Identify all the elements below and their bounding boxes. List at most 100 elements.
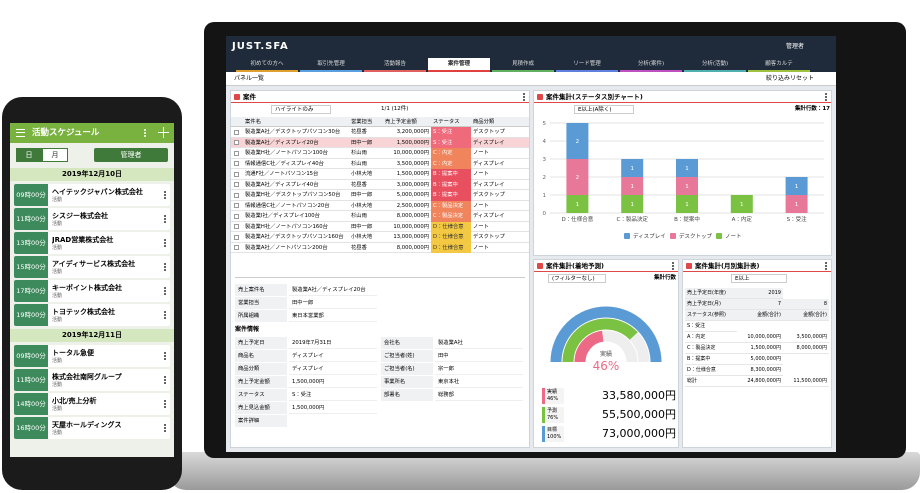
menu-button[interactable] bbox=[164, 314, 166, 316]
schedule-item[interactable]: 11時00分 株式会社南阿グループ 活動 bbox=[14, 369, 170, 391]
filter-reset-button[interactable]: 絞り込みリセット bbox=[766, 75, 815, 82]
table-cell: デスクトップ bbox=[473, 192, 505, 198]
bar-segment bbox=[566, 195, 589, 213]
table-cell: 流通F社／ノートパソコン15台 bbox=[245, 171, 319, 177]
panel-title: 案件集計(月別集計表) bbox=[695, 262, 760, 270]
table-cell: 杉山雨 bbox=[351, 213, 367, 219]
field-label: 売上予定金額 bbox=[235, 376, 287, 388]
field-label: 商品名 bbox=[235, 350, 287, 362]
nav-tab[interactable]: 初めての方へ bbox=[236, 58, 298, 72]
table-cell: 小林大地 bbox=[351, 234, 373, 240]
table-row[interactable]: 製造業A社／ディスプレイ40台 花昼香 3,000,000円 B：提案中 ディスプレイ bbox=[231, 179, 529, 190]
y-tick-label: 2 bbox=[543, 175, 547, 181]
nav-tab[interactable]: リード管理 bbox=[556, 58, 618, 72]
item-type: 活動 bbox=[52, 197, 63, 203]
menu-button[interactable] bbox=[164, 194, 166, 196]
table-row[interactable]: 情報通信C社／ノートパソコン20台 小林大地 2,500,000円 C：製品決定 ノート bbox=[231, 200, 529, 211]
nav-tab[interactable]: 分析(案件) bbox=[620, 58, 682, 72]
schedule-item[interactable]: 17時00分 キーポイント株式会社 活動 bbox=[14, 280, 170, 302]
y-tick-label: 0 bbox=[543, 211, 547, 217]
view-tab[interactable]: 月 bbox=[42, 148, 68, 162]
row-checkbox[interactable] bbox=[234, 203, 239, 208]
menu-button[interactable] bbox=[164, 290, 166, 292]
item-type: 活動 bbox=[52, 382, 63, 388]
row-checkbox[interactable] bbox=[234, 234, 239, 240]
schedule-item[interactable]: 16時00分 天屋ホールディングス 活動 bbox=[14, 417, 170, 439]
schedule-item[interactable]: 13時00分 JRAD営業株式会社 活動 bbox=[14, 232, 170, 254]
row-checkbox[interactable] bbox=[234, 150, 239, 156]
row-checkbox[interactable] bbox=[234, 161, 239, 166]
row-checkbox[interactable] bbox=[234, 171, 239, 177]
menu-button[interactable] bbox=[164, 242, 166, 244]
menu-button[interactable] bbox=[164, 355, 166, 357]
nav-tab[interactable]: 見積作成 bbox=[492, 58, 554, 72]
row-checkbox[interactable] bbox=[234, 213, 239, 219]
status-chart: 0 1 2 3 4 5 D：仕様合意 1 2 2 C：製品決定 1 1 1 B：提案中 1 1 1 A：内定 1 S：受… bbox=[543, 121, 824, 240]
row-checkbox[interactable] bbox=[234, 224, 239, 229]
table-row[interactable]: 製造業A社／ディスプレイ20台 田中一郎 1,500,000円 S：受注 ディスプレイ bbox=[231, 137, 529, 148]
menu-button[interactable] bbox=[164, 403, 166, 405]
highlight-filter[interactable]: ハイライトのみ bbox=[271, 105, 331, 114]
menu-button[interactable] bbox=[672, 265, 674, 267]
table-row[interactable]: 製造業H社／ノートパソコン160台 田中一郎 10,000,000円 D：仕様合意 ノー… bbox=[231, 221, 529, 232]
monthly-filter[interactable]: E以上 bbox=[731, 274, 787, 283]
item-time: 11時00分 bbox=[14, 369, 48, 391]
forecast-filter[interactable]: (フィルターなし) bbox=[548, 274, 606, 283]
table-row[interactable]: 流通F社／ノートパソコン15台 小林大地 1,500,000円 B：提案中 ノート bbox=[231, 169, 529, 180]
table-cell: 金額(合計) bbox=[783, 310, 829, 321]
table-cell: 2,500,000円 bbox=[396, 202, 429, 209]
app-header: JUST.SFA 管理者 初めての方へ 取引先管理 活動報告 案件管理 見積作成 リード管理分… bbox=[226, 36, 836, 72]
nav-tab[interactable]: 案件管理 bbox=[428, 58, 490, 72]
hamburger-button[interactable] bbox=[16, 129, 25, 137]
nav-tab[interactable]: 顧客カルテ bbox=[748, 58, 810, 72]
schedule-item[interactable]: 15時00分 アイディサービス株式会社 活動 bbox=[14, 256, 170, 278]
row-checkbox[interactable] bbox=[234, 129, 239, 135]
nav-tab[interactable]: 取引先管理 bbox=[300, 58, 362, 72]
hamburger-line bbox=[16, 132, 25, 133]
field-label: 売上予定日 bbox=[235, 337, 287, 349]
table-row[interactable]: 製造業A社／デスクトップパソコン160台 小林大地 13,000,000円 D：仕様合… bbox=[231, 232, 529, 243]
view-tab[interactable]: 日 bbox=[16, 148, 42, 162]
app-logo: JUST.SFA bbox=[232, 41, 289, 52]
user-button[interactable]: 管理者 bbox=[94, 148, 168, 162]
row-checkbox[interactable] bbox=[234, 192, 239, 198]
schedule-item[interactable]: 09時00分 ヘイテックジャパン株式会社 活動 bbox=[14, 184, 170, 206]
menu-button[interactable] bbox=[825, 265, 827, 267]
table-row[interactable]: 情報通信C社／ディスプレイ40台 杉山雨 3,500,000円 C：内定 ディスプレイ bbox=[231, 158, 529, 169]
table-row[interactable]: 製造業A社／ノートパソコン200台 花昼香 8,000,000円 D：仕様合意 ノート bbox=[231, 242, 529, 253]
item-time: 09時00分 bbox=[14, 184, 48, 206]
schedule-item[interactable]: 09時00分 トータル急便 活動 bbox=[14, 345, 170, 367]
table-row[interactable]: 製造業H社／ノートパソコン100台 杉山雨 10,000,000円 C：内定 ノート bbox=[231, 148, 529, 159]
row-checkbox[interactable] bbox=[234, 245, 239, 250]
menu-button[interactable] bbox=[164, 427, 166, 429]
row-checkbox[interactable] bbox=[234, 140, 239, 145]
x-tick-label: S：受注 bbox=[787, 215, 807, 223]
item-company: トータル急便 bbox=[52, 349, 94, 357]
legend-percent: 76% bbox=[547, 415, 559, 421]
record-detail: 売上案件名 製造業A社／ディスプレイ20台 営業担当 田中一郎 所属組織 東日本営業部 案件… bbox=[235, 277, 525, 443]
table-row[interactable]: 製造業H社／デスクトップパソコン50台 田中一郎 5,000,000円 B：提案中 デス… bbox=[231, 190, 529, 201]
menu-button[interactable] bbox=[164, 379, 166, 381]
table-cell: 情報通信C社／ノートパソコン20台 bbox=[245, 202, 330, 209]
chart-filter[interactable]: E以上(A除く) bbox=[574, 105, 634, 114]
panel-list-button[interactable]: パネル一覧 bbox=[234, 75, 265, 82]
add-button[interactable] bbox=[158, 127, 169, 138]
schedule-item[interactable]: 11時00分 シスジー株式会社 活動 bbox=[14, 208, 170, 230]
menu-button[interactable] bbox=[144, 132, 146, 134]
menu-button[interactable] bbox=[523, 96, 525, 98]
table-cell: B：提案中 bbox=[685, 354, 737, 365]
user-menu[interactable]: 管理者 bbox=[786, 43, 805, 50]
menu-button[interactable] bbox=[164, 218, 166, 220]
schedule-item[interactable]: 14時00分 小北/売上分析 活動 bbox=[14, 393, 170, 415]
nav-tab[interactable]: 活動報告 bbox=[364, 58, 426, 72]
menu-button[interactable] bbox=[164, 266, 166, 268]
table-row[interactable]: 製造業I社／ディスプレイ100台 杉山雨 8,000,000円 C：製品決定 ディスプレ… bbox=[231, 211, 529, 222]
table-row[interactable]: 製造業A社／デスクトップパソコン30台 花昼香 3,200,000円 S：受注 デスクト… bbox=[231, 127, 529, 138]
nav-tab[interactable]: 分析(活動) bbox=[684, 58, 746, 72]
table-cell: 5,000,000円 bbox=[396, 192, 429, 198]
schedule-item[interactable]: 19時00分 トヨテック株式会社 活動 bbox=[14, 304, 170, 326]
menu-button[interactable] bbox=[825, 96, 827, 98]
row-checkbox[interactable] bbox=[234, 182, 239, 187]
field-value: 田中 bbox=[435, 350, 523, 362]
